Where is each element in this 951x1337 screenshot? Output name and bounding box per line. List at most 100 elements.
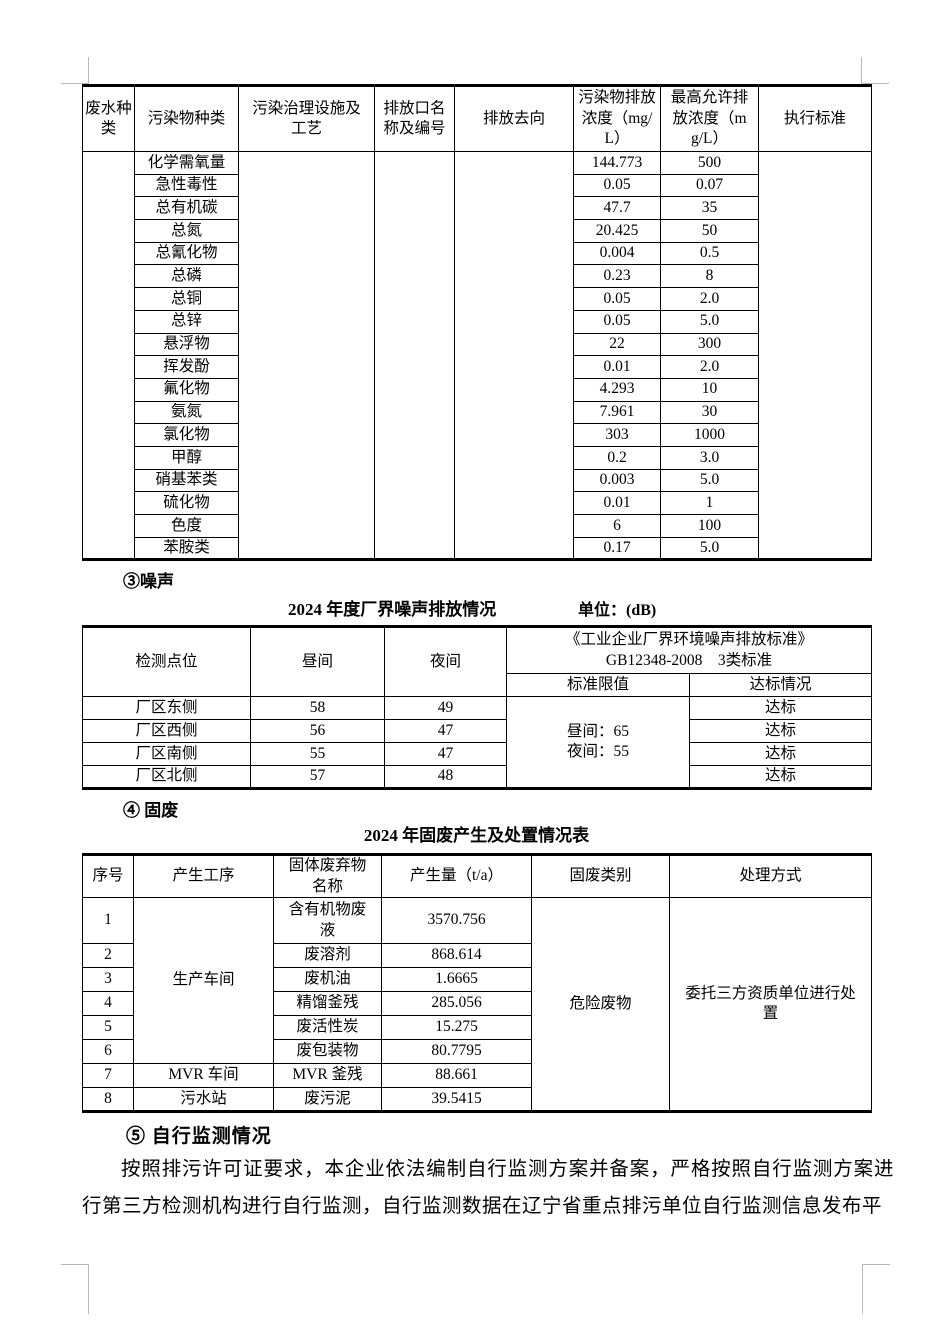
max-allowed-cell: 2.0 bbox=[660, 355, 759, 379]
waste-name-cell: 废机油 bbox=[273, 967, 382, 992]
concentration-cell: 0.05 bbox=[573, 309, 661, 334]
max-allowed-cell: 1 bbox=[660, 491, 759, 515]
treatment-facility-cell bbox=[238, 150, 375, 561]
solid-waste-row: 1 生产车间 含有机物废液 3570.756 危险废物 委托三方资质单位进行处置 bbox=[82, 897, 872, 1112]
max-allowed-cell: 5.0 bbox=[660, 309, 759, 334]
wastewater-table-body: 化学需氧量 144.773 500 急性毒性 0.05 0.07 总有机碳 47.7 35 总氮 2… bbox=[82, 150, 872, 561]
header-serial-number: 序号 bbox=[82, 854, 134, 898]
header-daytime: 昼间 bbox=[250, 626, 385, 697]
header-pollutant-type: 污染物种类 bbox=[134, 85, 239, 152]
concentration-cell: 7.961 bbox=[573, 400, 661, 425]
solid-waste-header-row: 序号 产生工序 固体废弃物名称 产生量（t/a） 固废类别 处理方式 bbox=[82, 854, 872, 898]
production-process-cell: 生产车间 bbox=[133, 897, 274, 1064]
pollutant-name-cell: 总氮 bbox=[134, 219, 239, 243]
crop-mark-bottom-left-h bbox=[61, 1264, 89, 1265]
header-treatment-facility: 污染治理设施及工艺 bbox=[238, 85, 375, 152]
solid-waste-table: 序号 产生工序 固体废弃物名称 产生量（t/a） 固废类别 处理方式 1 生产车间… bbox=[82, 853, 872, 1113]
production-process-cell: MVR 车间 bbox=[133, 1063, 274, 1088]
pollutant-name-cell: 氨氮 bbox=[134, 400, 239, 425]
serial-number-cell: 6 bbox=[82, 1039, 134, 1064]
waste-name-cell: 废污泥 bbox=[273, 1087, 382, 1112]
max-allowed-cell: 10 bbox=[660, 377, 759, 402]
waste-category-cell: 危险废物 bbox=[531, 897, 670, 1112]
concentration-cell: 6 bbox=[573, 514, 661, 538]
standard-limit-line: 夜间：55 bbox=[566, 743, 629, 760]
section-heading-self-monitoring: ⑤ 自行监测情况 bbox=[126, 1126, 272, 1147]
production-process-cell: 污水站 bbox=[133, 1087, 274, 1112]
compliance-status-cell: 达标 bbox=[688, 719, 873, 743]
concentration-cell: 0.17 bbox=[573, 536, 661, 561]
max-allowed-cell: 0.5 bbox=[660, 241, 759, 266]
noise-table-title: 2024 年度厂界噪声排放情况 bbox=[288, 600, 497, 619]
daytime-value-cell: 55 bbox=[250, 742, 385, 766]
nighttime-value-cell: 49 bbox=[384, 696, 507, 720]
wastewater-row: 挥发酚 0.01 2.0 bbox=[83, 355, 872, 379]
noise-row: 厂区东侧 58 49 昼间：65 夜间：55 达标 bbox=[82, 696, 873, 789]
noise-standard-name: 《工业企业厂界环境噪声排放标准》 bbox=[565, 631, 814, 649]
self-monitoring-paragraph: 按照排污许可证要求，本企业依法编制自行监测方案并备案，严格按照自行监测方案进行第… bbox=[82, 1159, 894, 1217]
crop-mark-bottom-left-v bbox=[88, 1264, 89, 1314]
pollutant-name-cell: 总磷 bbox=[134, 264, 239, 289]
amount-cell: 15.275 bbox=[381, 1015, 532, 1040]
max-allowed-cell: 8 bbox=[660, 264, 759, 289]
pollutant-name-cell: 悬浮物 bbox=[134, 332, 239, 357]
amount-cell: 39.5415 bbox=[381, 1087, 532, 1112]
max-allowed-cell: 0.07 bbox=[660, 173, 759, 198]
crop-mark-bottom-right-v bbox=[862, 1264, 863, 1314]
pollutant-name-cell: 硝基苯类 bbox=[134, 468, 239, 493]
header-discharge-concentration: 污染物排放浓度（mg/L） bbox=[573, 85, 661, 152]
concentration-cell: 303 bbox=[573, 423, 661, 447]
pollutant-name-cell: 总有机碳 bbox=[134, 196, 239, 221]
header-nighttime: 夜间 bbox=[384, 626, 507, 697]
header-production-amount: 产生量（t/a） bbox=[381, 854, 532, 898]
header-monitoring-point: 检测点位 bbox=[82, 626, 251, 697]
max-allowed-cell: 100 bbox=[660, 514, 759, 538]
serial-number-cell: 2 bbox=[82, 943, 134, 968]
max-allowed-cell: 30 bbox=[660, 400, 759, 425]
wastewater-row: 硫化物 0.01 1 bbox=[83, 491, 872, 515]
wastewater-type-cell bbox=[82, 150, 135, 561]
header-waste-category: 固废类别 bbox=[531, 854, 670, 898]
header-compliance-status: 达标情况 bbox=[688, 673, 873, 697]
wastewater-row: 化学需氧量 144.773 500 bbox=[82, 150, 872, 561]
noise-table-body: 厂区东侧 58 49 昼间：65 夜间：55 达标 厂区西侧 56 47 达标 厂区南侧 55 47 达标… bbox=[82, 696, 873, 789]
compliance-status-cell: 达标 bbox=[688, 742, 873, 766]
executive-standard-cell bbox=[758, 150, 872, 561]
amount-cell: 1.6665 bbox=[381, 967, 532, 992]
noise-header-row-1: 检测点位 昼间 夜间 《工业企业厂界环境噪声排放标准》 GB12348-2008… bbox=[82, 626, 873, 697]
max-allowed-cell: 35 bbox=[660, 196, 759, 221]
concentration-cell: 0.01 bbox=[573, 355, 661, 379]
pollutant-name-cell: 氯化物 bbox=[134, 423, 239, 447]
waste-name-cell: 废活性炭 bbox=[273, 1015, 382, 1040]
compliance-status-cell: 达标 bbox=[688, 696, 873, 720]
max-allowed-cell: 1000 bbox=[660, 423, 759, 447]
waste-name-cell: 废包装物 bbox=[273, 1039, 382, 1064]
concentration-cell: 144.773 bbox=[573, 151, 661, 175]
header-discharge-destination: 排放去向 bbox=[454, 85, 574, 152]
header-max-allowed-concentration: 最高允许排放浓度（mg/L） bbox=[660, 85, 759, 152]
crop-mark-top-left-h bbox=[61, 83, 89, 84]
max-allowed-cell: 5.0 bbox=[660, 468, 759, 493]
noise-table: 检测点位 昼间 夜间 《工业企业厂界环境噪声排放标准》 GB12348-2008… bbox=[82, 625, 873, 790]
wastewater-row: 急性毒性 0.05 0.07 bbox=[83, 173, 872, 198]
waste-name-cell: MVR 釜残 bbox=[273, 1063, 382, 1088]
noise-row: 厂区西侧 56 47 达标 bbox=[82, 719, 873, 743]
amount-cell: 3570.756 bbox=[381, 897, 532, 944]
wastewater-row: 总磷 0.23 8 bbox=[83, 264, 872, 289]
daytime-value-cell: 57 bbox=[250, 765, 385, 789]
solid-waste-table-title: 2024 年固废产生及处置情况表 bbox=[363, 826, 590, 845]
amount-cell: 285.056 bbox=[381, 991, 532, 1016]
max-allowed-cell: 2.0 bbox=[660, 287, 759, 311]
serial-number-cell: 7 bbox=[82, 1063, 134, 1088]
crop-mark-top-left-v bbox=[88, 57, 89, 84]
nighttime-value-cell: 48 bbox=[384, 765, 507, 789]
max-allowed-cell: 500 bbox=[660, 151, 759, 175]
pollutant-name-cell: 化学需氧量 bbox=[134, 151, 239, 175]
header-standard-limit: 标准限值 bbox=[506, 673, 690, 697]
pollutant-name-cell: 总铜 bbox=[134, 287, 239, 311]
waste-name-cell: 废溶剂 bbox=[273, 943, 382, 968]
disposal-method-cell: 委托三方资质单位进行处置 bbox=[669, 897, 872, 1112]
standard-limit-line: 昼间：65 bbox=[566, 722, 629, 740]
noise-row: 厂区北侧 57 48 达标 bbox=[82, 765, 873, 789]
serial-number-cell: 5 bbox=[82, 1015, 134, 1040]
